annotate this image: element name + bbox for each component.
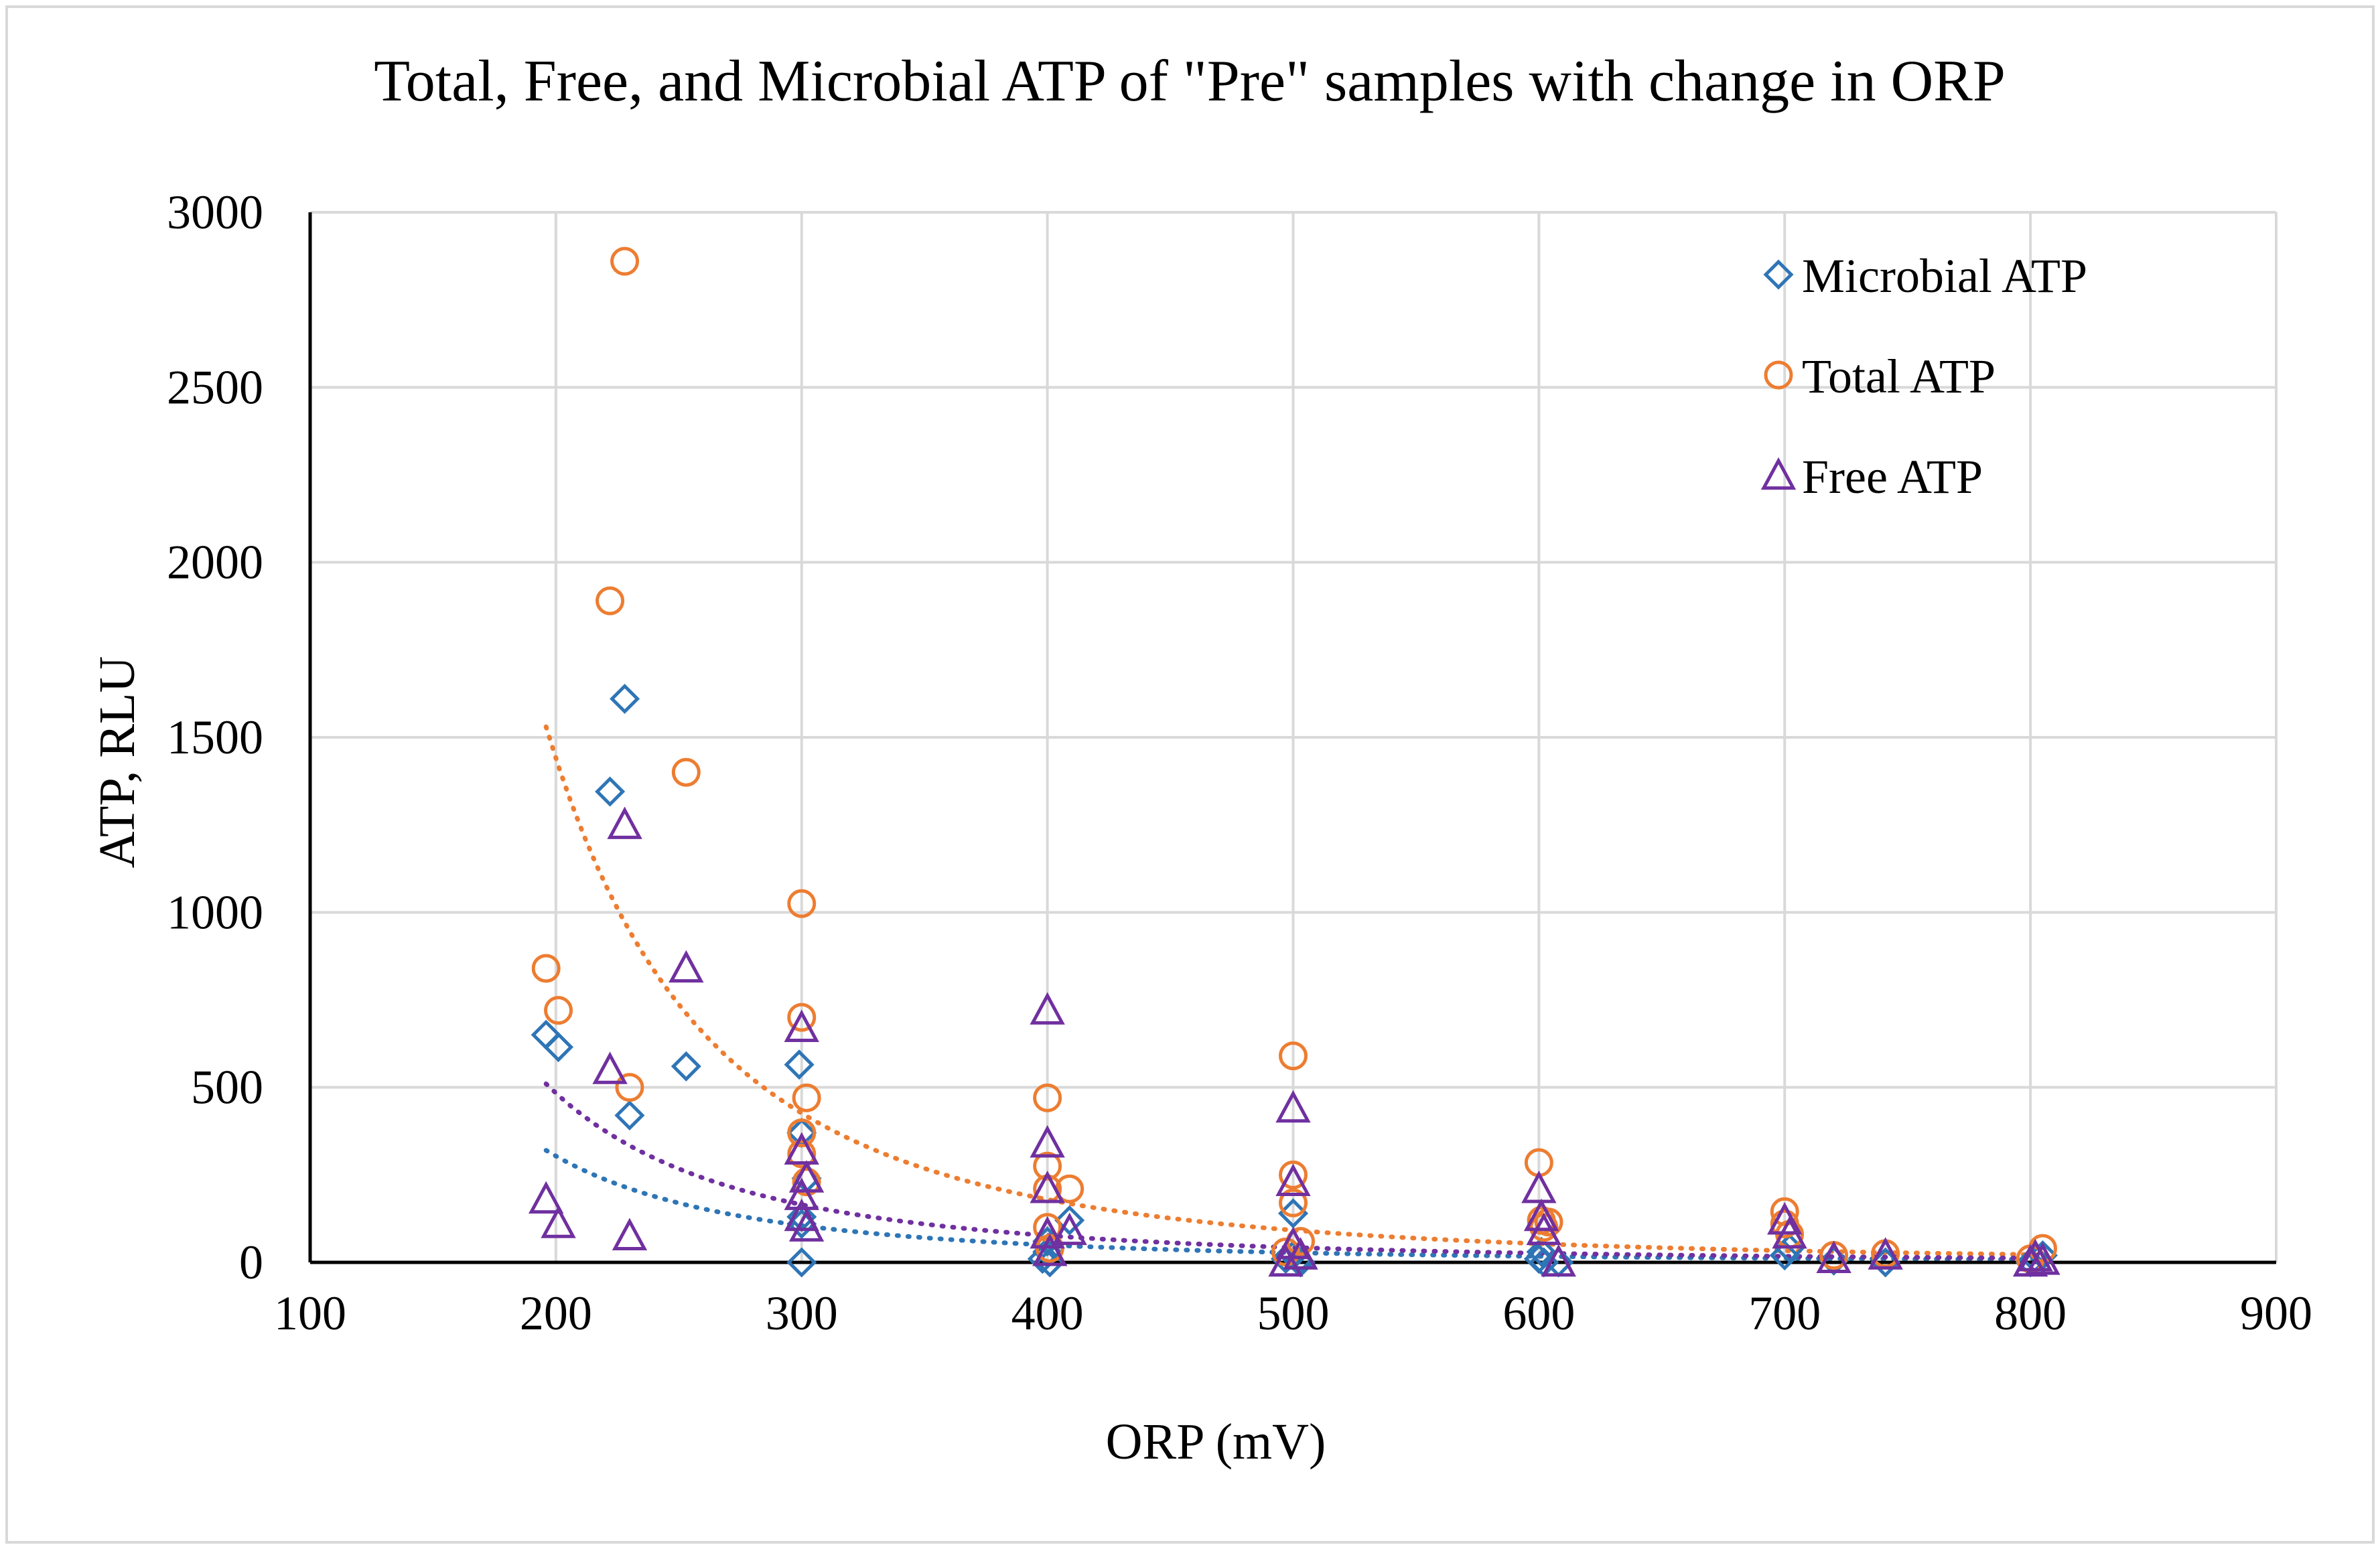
free-atp-point [788,1209,825,1242]
chart-title: Total, Free, and Microbial ATP of "Pre" … [374,49,2006,114]
free-atp-point [529,1181,564,1214]
free-atp-point [1868,1237,1903,1270]
free-atp-point [1523,1198,1559,1232]
x-tick-label: 800 [1994,1286,2067,1340]
microbial-atp-point [784,1049,815,1080]
x-tick-label: 700 [1748,1286,1821,1340]
data-markers [529,246,2060,1278]
free-atp-point [607,806,642,839]
total-atp-point [1033,1151,1062,1181]
total-atp-point [671,757,701,787]
microbial-atp-point [1526,1236,1557,1267]
total-atp-point [615,1073,644,1102]
free-atp-point [1030,1125,1065,1158]
y-axis-title: ATP, RLU [89,656,145,869]
legend-marker-free-atp [1760,457,1797,490]
free-atp-point [592,1051,628,1084]
total-atp-point [1279,1188,1308,1218]
chart-frame [5,5,2375,1544]
x-tick-label: 200 [520,1286,592,1340]
microbial-atp-point [1054,1205,1085,1236]
legend-marker-microbial-atp [1763,259,1794,290]
free-atp-point [784,1132,819,1165]
total-atp-point [792,1167,821,1197]
microbial-atp-point [610,683,640,715]
total-atp-point [792,1083,821,1112]
free-atp-point [1521,1170,1557,1203]
legend-marker-total-atp [1764,360,1793,390]
microbial-atp-point [1277,1198,1309,1229]
free-atp-point [1283,1237,1318,1270]
free-atp-point [1030,1170,1065,1203]
total-atp-point [787,1003,817,1032]
free-atp-point [1030,992,1065,1025]
y-tick-label: 0 [239,1236,263,1289]
free-atp-point [2018,1238,2053,1272]
total-atp-point [1534,1207,1563,1237]
tick-labels: 100 200 300 400 500 600 700 800 900 0 500 1000 1500 2… [167,186,2312,1340]
free-atp-point [1275,1090,1311,1123]
total-atp-point [1279,1160,1308,1189]
free-atp-point [1052,1212,1087,1246]
y-tick-label: 2000 [167,536,263,589]
free-atp-point [1767,1202,1803,1235]
legend: Microbial ATP Total ATP Free ATP [1760,249,2087,504]
free-atp-point [1816,1240,1851,1273]
trendline-free-atp [543,1081,2045,1261]
y-tick-label: 500 [191,1061,263,1114]
x-axis-title: ORP (mV) [1106,1414,1326,1470]
free-atp-point [2012,1244,2048,1277]
total-atp-point [787,889,817,918]
microbial-atp-point [671,1051,701,1082]
x-tick-label: 100 [274,1286,346,1340]
microbial-atp-point [1769,1240,1800,1271]
free-atp-point [669,950,704,983]
x-tick-label: 900 [2240,1286,2312,1340]
free-atp-point [1268,1244,1304,1277]
total-atp-point [787,1118,817,1148]
microbial-atp-point [543,1032,574,1063]
free-atp-point [1772,1215,1807,1249]
microbial-atp-point [1027,1244,1058,1274]
gridlines [310,211,2278,1262]
y-tick-label: 1500 [167,711,263,764]
microbial-atp-point [595,776,626,807]
y-tick-label: 1000 [167,885,263,939]
free-atp-point [541,1205,576,1238]
free-atp-point [784,1177,819,1210]
free-atp-point [1541,1244,1576,1277]
legend-label: Total ATP [1802,350,1996,403]
free-atp-point [1030,1215,1065,1249]
total-atp-point [596,586,625,615]
total-atp-point [610,246,640,276]
x-tick-label: 400 [1011,1286,1084,1340]
free-atp-point [1526,1212,1561,1246]
y-tick-label: 2500 [167,360,263,414]
free-atp-point [1275,1163,1311,1196]
free-atp-point [784,1009,819,1043]
free-atp-point [2025,1242,2060,1275]
free-atp-point [788,1160,825,1193]
total-atp-point [787,1139,817,1169]
y-tick-label: 3000 [167,186,263,239]
total-atp-point [544,996,573,1025]
total-atp-point [1033,1083,1062,1112]
legend-label: Free ATP [1802,450,1983,504]
x-tick-label: 300 [766,1286,838,1340]
x-tick-label: 600 [1502,1286,1575,1340]
legend-label: Microbial ATP [1802,249,2087,303]
x-tick-label: 500 [1257,1286,1330,1340]
total-atp-point [531,954,561,983]
free-atp-point [612,1218,648,1250]
free-atp-point [1032,1234,1068,1266]
microbial-atp-point [614,1100,645,1131]
microbial-atp-point [786,1247,817,1278]
total-atp-point [1279,1041,1308,1071]
